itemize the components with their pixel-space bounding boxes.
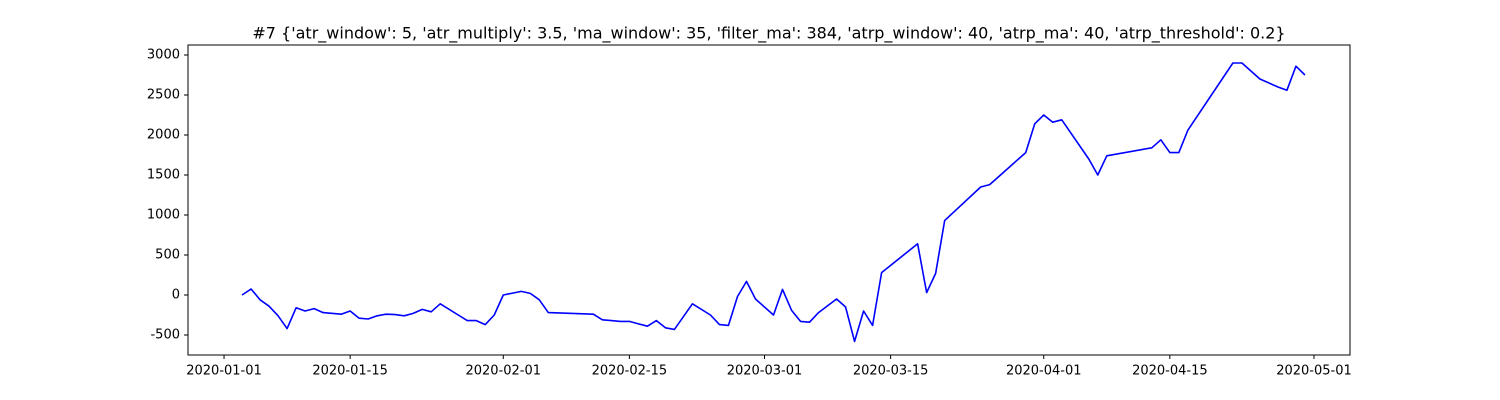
x-tick-label: 2020-01-01 <box>186 364 262 379</box>
y-tick-label: 1500 <box>147 168 180 183</box>
x-tick-label: 2020-04-01 <box>1006 364 1082 379</box>
y-tick-label: -500 <box>150 328 180 343</box>
y-tick-label: 2500 <box>147 88 180 103</box>
axes-frame <box>187 44 1351 356</box>
y-tick-label: 2000 <box>147 128 180 143</box>
x-tick-label: 2020-03-01 <box>727 364 803 379</box>
y-tick-label: 1000 <box>147 208 180 223</box>
x-tick-label: 2020-02-15 <box>592 364 668 379</box>
chart-title: #7 {'atr_window': 5, 'atr_multiply': 3.5… <box>252 24 1285 44</box>
x-tick-label: 2020-05-01 <box>1276 364 1352 379</box>
x-tick-label: 2020-01-15 <box>312 364 388 379</box>
plot-area <box>241 62 1306 343</box>
y-tick-label: 500 <box>155 248 180 263</box>
x-tick-label: 2020-02-01 <box>465 364 541 379</box>
x-tick-label: 2020-04-15 <box>1132 364 1208 379</box>
x-tick-label: 2020-03-15 <box>853 364 929 379</box>
y-tick-label: 3000 <box>147 48 180 63</box>
data-line <box>241 62 1306 343</box>
y-tick-label: 0 <box>172 288 180 303</box>
